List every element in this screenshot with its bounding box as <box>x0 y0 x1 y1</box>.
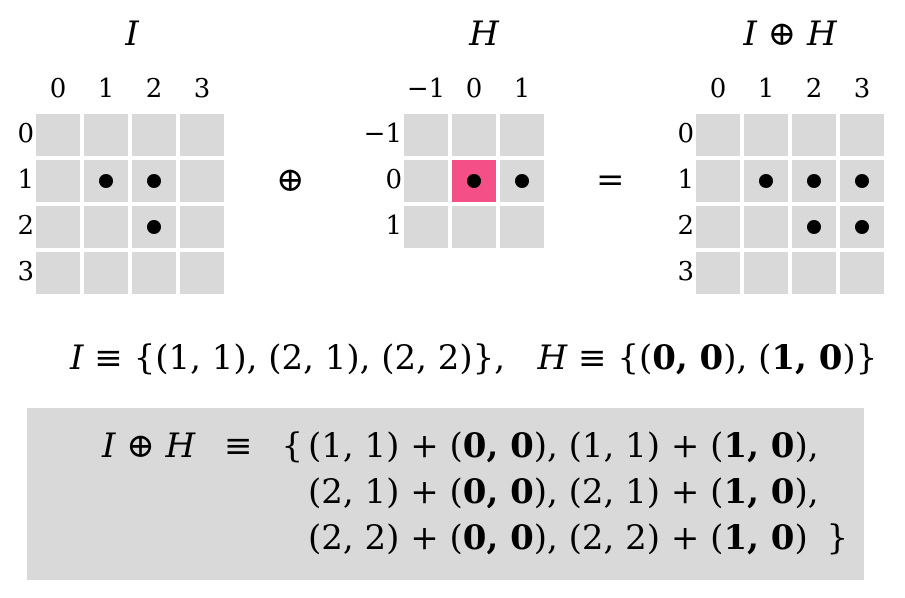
grid-cell <box>132 206 176 248</box>
grid-h-title: H <box>469 14 499 54</box>
def-h-var: H <box>537 338 568 378</box>
grid-cell <box>84 206 128 248</box>
grid-cell <box>36 160 80 202</box>
expansion-line-1: (1, 1) + (0, 0), (1, 1) + (1, 0), <box>308 426 819 466</box>
grid-cell <box>452 206 496 248</box>
def-h-point-2: 1, 0 <box>771 338 843 378</box>
grid-cell <box>696 252 740 294</box>
expansion-brace-close: } <box>826 518 849 558</box>
col-label: 1 <box>513 74 531 104</box>
grid-cell <box>744 206 788 248</box>
grid-cell <box>404 114 448 156</box>
point-dot <box>855 220 869 234</box>
point-dot <box>855 174 869 188</box>
grid-cell <box>792 160 836 202</box>
col-label: 0 <box>465 74 483 104</box>
row-label: −1 <box>363 119 402 149</box>
col-label: −1 <box>406 74 446 104</box>
grid-cell <box>792 252 836 294</box>
grid-cell <box>36 252 80 294</box>
grid-cell <box>840 206 884 248</box>
expansion-equiv: ≡ <box>224 426 253 466</box>
def-i-set: {(1, 1), (2, 1), (2, 2)}, <box>133 338 506 378</box>
grid-cell <box>84 160 128 202</box>
col-label: 0 <box>709 74 727 104</box>
grid-cell <box>840 114 884 156</box>
grid-cell <box>840 160 884 202</box>
grid-cell <box>744 160 788 202</box>
grid-cell <box>744 252 788 294</box>
set-definition: I ≡ {(1, 1), (2, 1), (2, 2)}, H ≡ {(0, 0… <box>70 338 877 378</box>
expansion-lhs-expr: I ⊕ H <box>102 426 196 466</box>
grid-cell <box>696 206 740 248</box>
point-dot <box>759 174 773 188</box>
point-dot <box>807 220 821 234</box>
point-dot <box>99 174 113 188</box>
def-equiv-1: ≡ <box>94 338 123 378</box>
equals-operator: = <box>596 160 625 200</box>
grid-cell <box>696 160 740 202</box>
grid-i-title: I <box>125 14 139 54</box>
origin-cell <box>452 160 496 202</box>
col-label: 1 <box>97 74 115 104</box>
def-h-open: {( <box>617 338 653 378</box>
point-dot <box>515 174 529 188</box>
expansion-line-3: (2, 2) + (0, 0), (2, 2) + (1, 0) } <box>308 518 849 558</box>
col-label: 3 <box>853 74 871 104</box>
row-label: 3 <box>17 257 34 287</box>
grid-cell <box>36 114 80 156</box>
grid-cell <box>792 114 836 156</box>
point-dot <box>807 174 821 188</box>
col-label: 0 <box>49 74 67 104</box>
row-label: 0 <box>677 119 694 149</box>
row-label: 1 <box>17 165 34 195</box>
grid-result-title: I ⊕ H <box>743 14 837 54</box>
col-label: 2 <box>805 74 823 104</box>
grid-cell <box>452 114 496 156</box>
dilation-operator: ⊕ <box>276 160 305 200</box>
def-h-mid: ), ( <box>723 338 772 378</box>
grid-cell <box>132 252 176 294</box>
grid-cell <box>792 206 836 248</box>
grid-cell <box>180 252 224 294</box>
grid-cell <box>180 160 224 202</box>
col-label: 2 <box>145 74 163 104</box>
def-equiv-2: ≡ <box>578 338 607 378</box>
def-h-close: )} <box>842 338 878 378</box>
grid-cell <box>840 252 884 294</box>
grid-cell <box>696 114 740 156</box>
grid-cell <box>500 114 544 156</box>
grid-cell <box>404 160 448 202</box>
grid-cell <box>500 160 544 202</box>
row-label: 1 <box>385 211 402 241</box>
grid-cell <box>404 206 448 248</box>
expansion-lhs: I ⊕ H ≡ { <box>102 426 303 466</box>
grid-cell <box>500 206 544 248</box>
def-i-var: I <box>70 338 84 378</box>
row-label: 1 <box>677 165 694 195</box>
row-label: 2 <box>677 211 694 241</box>
point-dot <box>147 174 161 188</box>
row-label: 0 <box>17 119 34 149</box>
grid-cell <box>36 206 80 248</box>
expansion-brace-open: { <box>281 426 303 466</box>
expansion-box <box>27 408 864 580</box>
col-label: 1 <box>757 74 775 104</box>
def-h-point-1: 0, 0 <box>652 338 724 378</box>
grid-cell <box>180 206 224 248</box>
row-label: 2 <box>17 211 34 241</box>
grid-cell <box>180 114 224 156</box>
row-label: 0 <box>385 165 402 195</box>
row-label: 3 <box>677 257 694 287</box>
expansion-line-2: (2, 1) + (0, 0), (2, 1) + (1, 0), <box>308 472 819 512</box>
grid-cell <box>744 114 788 156</box>
grid-cell <box>84 252 128 294</box>
grid-cell <box>84 114 128 156</box>
grid-cell <box>132 114 176 156</box>
point-dot <box>147 220 161 234</box>
col-label: 3 <box>193 74 211 104</box>
grid-cell <box>132 160 176 202</box>
point-dot <box>467 174 481 188</box>
